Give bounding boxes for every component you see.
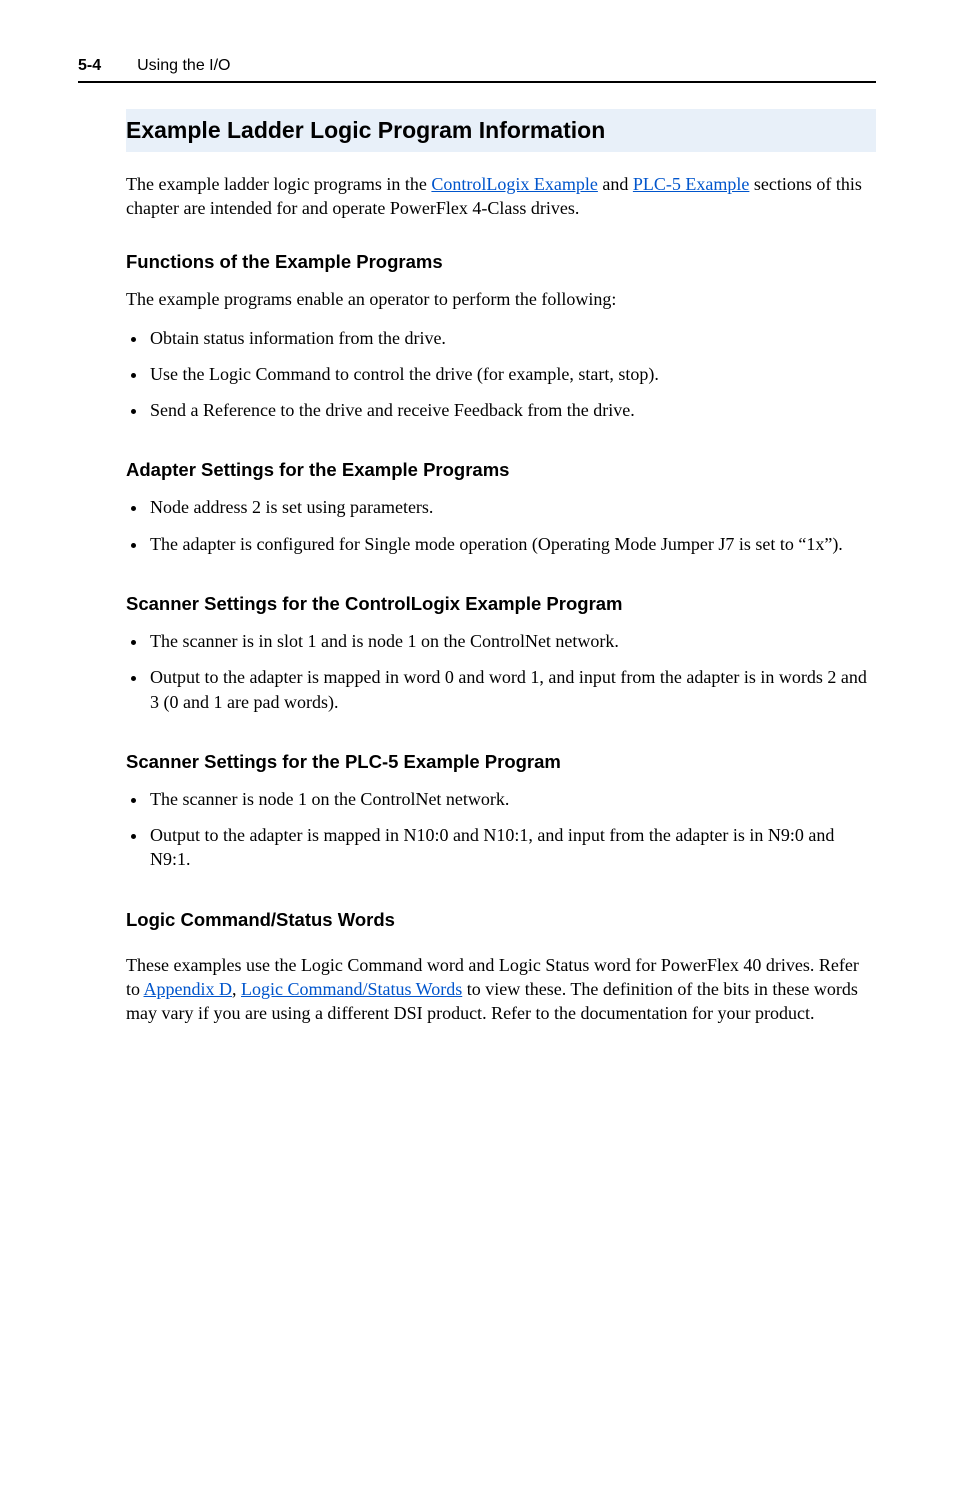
list-item: The scanner is node 1 on the ControlNet …	[148, 787, 876, 811]
scanner-cl-list: The scanner is in slot 1 and is node 1 o…	[126, 629, 876, 714]
logic-paragraph: These examples use the Logic Command wor…	[126, 953, 876, 1026]
controllogix-example-link[interactable]: ControlLogix Example	[431, 174, 597, 194]
page-number: 5-4	[78, 55, 137, 77]
functions-section: Functions of the Example Programs The ex…	[126, 250, 876, 422]
scanner-plc5-heading: Scanner Settings for the PLC-5 Example P…	[126, 750, 876, 775]
intro-text-between: and	[598, 174, 633, 194]
intro-paragraph: The example ladder logic programs in the…	[126, 172, 876, 221]
scanner-cl-heading: Scanner Settings for the ControlLogix Ex…	[126, 592, 876, 617]
adapter-section: Adapter Settings for the Example Program…	[126, 458, 876, 556]
logic-words-link[interactable]: Logic Command/Status Words	[241, 979, 462, 999]
scanner-plc5-list: The scanner is node 1 on the ControlNet …	[126, 787, 876, 872]
appendix-d-link[interactable]: Appendix D	[144, 979, 233, 999]
list-item: Node address 2 is set using parameters.	[148, 495, 876, 519]
list-item: Use the Logic Command to control the dri…	[148, 362, 876, 386]
page-header: 5-4 Using the I/O	[78, 55, 876, 83]
section-title: Example Ladder Logic Program Information	[126, 109, 876, 152]
plc5-example-link[interactable]: PLC-5 Example	[633, 174, 749, 194]
scanner-controllogix-section: Scanner Settings for the ControlLogix Ex…	[126, 592, 876, 714]
list-item: Send a Reference to the drive and receiv…	[148, 398, 876, 422]
scanner-plc5-section: Scanner Settings for the PLC-5 Example P…	[126, 750, 876, 872]
list-item: Obtain status information from the drive…	[148, 326, 876, 350]
logic-section: Logic Command/Status Words These example…	[126, 908, 876, 1026]
adapter-list: Node address 2 is set using parameters. …	[126, 495, 876, 556]
list-item: The scanner is in slot 1 and is node 1 o…	[148, 629, 876, 653]
logic-heading: Logic Command/Status Words	[126, 908, 876, 933]
list-item: Output to the adapter is mapped in N10:0…	[148, 823, 876, 872]
adapter-heading: Adapter Settings for the Example Program…	[126, 458, 876, 483]
functions-heading: Functions of the Example Programs	[126, 250, 876, 275]
header-title: Using the I/O	[137, 55, 230, 77]
functions-lead: The example programs enable an operator …	[126, 287, 876, 311]
logic-text-sep: ,	[232, 979, 241, 999]
functions-list: Obtain status information from the drive…	[126, 326, 876, 423]
list-item: The adapter is configured for Single mod…	[148, 532, 876, 556]
list-item: Output to the adapter is mapped in word …	[148, 665, 876, 714]
intro-text-pre: The example ladder logic programs in the	[126, 174, 431, 194]
